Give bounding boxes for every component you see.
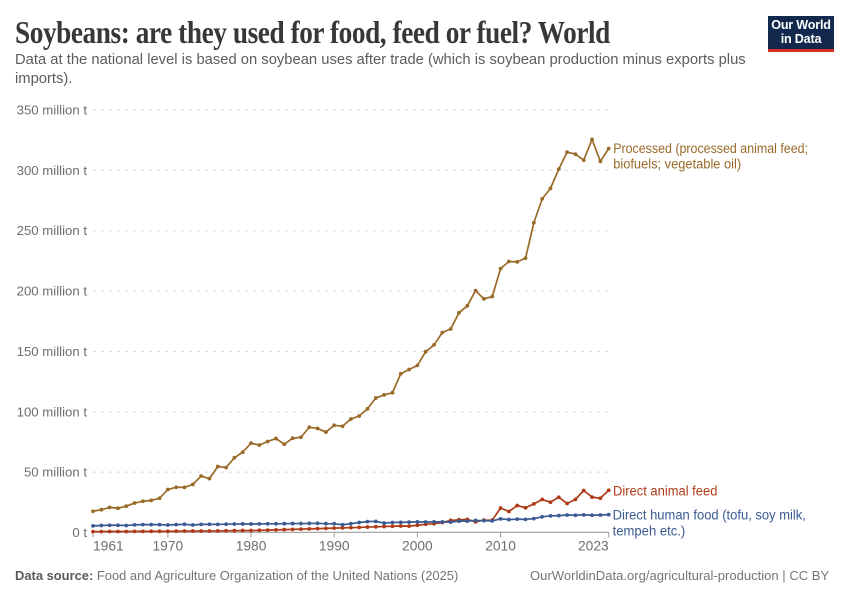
svg-text:100 million t: 100 million t [17,404,88,419]
svg-text:Direct animal feed: Direct animal feed [613,484,717,499]
svg-text:1961: 1961 [93,539,124,554]
svg-text:biofuels; vegetable oil): biofuels; vegetable oil) [613,157,741,172]
svg-text:300 million t: 300 million t [17,163,88,178]
svg-text:2023: 2023 [578,539,609,554]
svg-text:Processed (processed animal fe: Processed (processed animal feed; [613,141,808,156]
svg-text:tempeh etc.): tempeh etc.) [613,523,686,538]
svg-text:1980: 1980 [236,539,267,554]
svg-text:1990: 1990 [319,539,350,554]
svg-text:350 million t: 350 million t [17,103,88,118]
svg-text:0 t: 0 t [72,525,87,540]
svg-text:50 million t: 50 million t [24,465,87,480]
svg-text:150 million t: 150 million t [17,344,88,359]
svg-text:250 million t: 250 million t [17,223,88,238]
svg-text:2010: 2010 [485,539,516,554]
svg-text:Direct human food (tofu, soy m: Direct human food (tofu, soy milk, [613,508,806,523]
svg-text:1970: 1970 [153,539,184,554]
svg-text:2000: 2000 [402,539,433,554]
svg-text:200 million t: 200 million t [17,284,88,299]
